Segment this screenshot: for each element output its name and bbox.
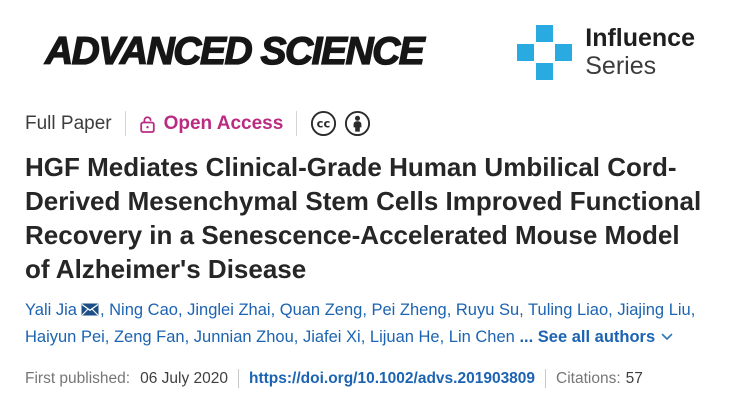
author-byline: Yali Jia, Ning Cao, Jinglei Zhai, Quan Z… — [25, 297, 710, 350]
author-link[interactable]: Yali Jia — [25, 301, 77, 319]
first-published-date: 06 July 2020 — [140, 369, 229, 387]
chevron-down-icon — [661, 333, 673, 340]
citations-count: 57 — [625, 369, 643, 387]
open-access-badge: Open Access — [139, 112, 284, 135]
author-link[interactable]: Jiajing Liu — [617, 301, 691, 319]
publication-info-row: First published: 06 July 2020 https://do… — [25, 369, 710, 388]
author-link[interactable]: Lin Chen — [448, 328, 515, 346]
author-list: Yali Jia, Ning Cao, Jinglei Zhai, Quan Z… — [25, 301, 695, 346]
see-all-authors-button[interactable]: ... See all authors — [519, 328, 673, 346]
article-title: HGF Mediates Clinical-Grade Human Umbili… — [25, 152, 702, 284]
author-link[interactable]: Haiyun Pei — [25, 328, 105, 346]
influence-series-logo[interactable]: Influence Series — [517, 24, 695, 80]
divider — [238, 369, 240, 388]
author-link[interactable]: Jinglei Zhai — [187, 301, 271, 319]
author-link[interactable]: Pei Zheng — [371, 301, 447, 319]
page-header: ADVANCED SCIENCE Influence Series — [25, 0, 710, 80]
cc-icon[interactable]: cc — [310, 110, 337, 137]
attribution-by-icon[interactable] — [344, 110, 371, 137]
envelope-icon[interactable] — [81, 298, 99, 324]
influence-word: Influence — [585, 24, 695, 52]
citations-label: Citations: — [556, 369, 621, 387]
author-link[interactable]: Ruyu Su — [455, 301, 520, 319]
author-link[interactable]: Zeng Fan — [113, 328, 185, 346]
author-link[interactable]: Quan Zeng — [279, 301, 363, 319]
license-icons: cc — [310, 110, 371, 137]
author-link[interactable]: Jiafei Xi — [302, 328, 361, 346]
author-link[interactable]: Ning Cao — [109, 301, 178, 319]
article-meta-row: Full Paper Open Access cc — [25, 110, 710, 137]
author-link[interactable]: Junnian Zhou — [193, 328, 294, 346]
open-access-label: Open Access — [163, 112, 284, 134]
influence-series-label: Influence Series — [585, 24, 695, 80]
article-type-label: Full Paper — [25, 112, 112, 134]
open-lock-icon — [139, 115, 155, 133]
author-link[interactable]: Lijuan He — [369, 328, 440, 346]
series-word: Series — [585, 52, 657, 80]
divider — [545, 369, 547, 388]
journal-logo[interactable]: ADVANCED SCIENCE — [44, 29, 425, 73]
svg-text:cc: cc — [317, 116, 331, 130]
divider — [124, 111, 126, 136]
doi-link[interactable]: https://doi.org/10.1002/advs.201903809 — [249, 369, 536, 387]
see-all-authors-label: ... See all authors — [519, 328, 656, 346]
author-link[interactable]: Tuling Liao — [528, 301, 609, 319]
first-published-label: First published: — [25, 369, 131, 387]
plus-cross-icon — [517, 24, 573, 80]
divider — [296, 111, 298, 136]
